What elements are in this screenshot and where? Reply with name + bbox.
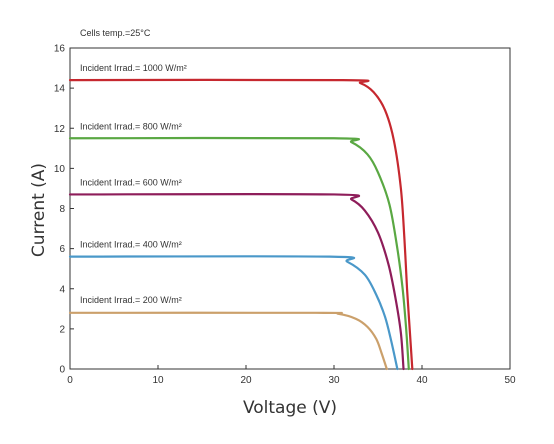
iv-curve-1 [68,136,410,371]
y-tick-label: 8 [59,204,65,215]
y-tick-label: 12 [54,124,66,135]
series-lines [68,78,414,371]
x-tick-label: 0 [67,375,73,386]
plot-area-border [69,47,511,370]
x-tick-label: 50 [504,375,516,386]
cells-temperature-note: Cells temp.=25°C [80,28,151,38]
iv-curve-3 [68,255,399,371]
iv-curve-4 [68,311,388,371]
y-tick-label: 2 [59,324,65,335]
x-axis-ticks: 0 10 20 30 40 50 [67,365,516,386]
x-tick-label: 30 [328,375,340,386]
y-tick-label: 16 [54,44,66,55]
y-axis-ticks: 0 2 4 6 8 10 12 14 16 [54,44,74,376]
irradiance-label-0: Incident Irrad.= 1000 W/m² [80,63,187,73]
y-axis-title: Current (A) [29,163,49,257]
series-labels: Incident Irrad.= 1000 W/m² Incident Irrad… [80,63,187,305]
y-tick-label: 4 [59,284,65,295]
y-tick-label: 6 [59,244,65,255]
irradiance-label-1: Incident Irrad.= 800 W/m² [80,121,182,131]
y-tick-label: 14 [54,84,66,95]
x-axis-title: Voltage (V) [243,398,337,418]
irradiance-label-4: Incident Irrad.= 200 W/m² [80,295,182,305]
x-tick-label: 20 [240,375,252,386]
irradiance-label-2: Incident Irrad.= 600 W/m² [80,177,182,187]
y-tick-label: 10 [54,164,66,175]
iv-curve-0 [68,78,414,371]
iv-curve-2 [68,192,405,371]
irradiance-label-3: Incident Irrad.= 400 W/m² [80,240,182,250]
x-tick-label: 10 [152,375,164,386]
x-tick-label: 40 [416,375,428,386]
y-tick-label: 0 [59,365,65,376]
